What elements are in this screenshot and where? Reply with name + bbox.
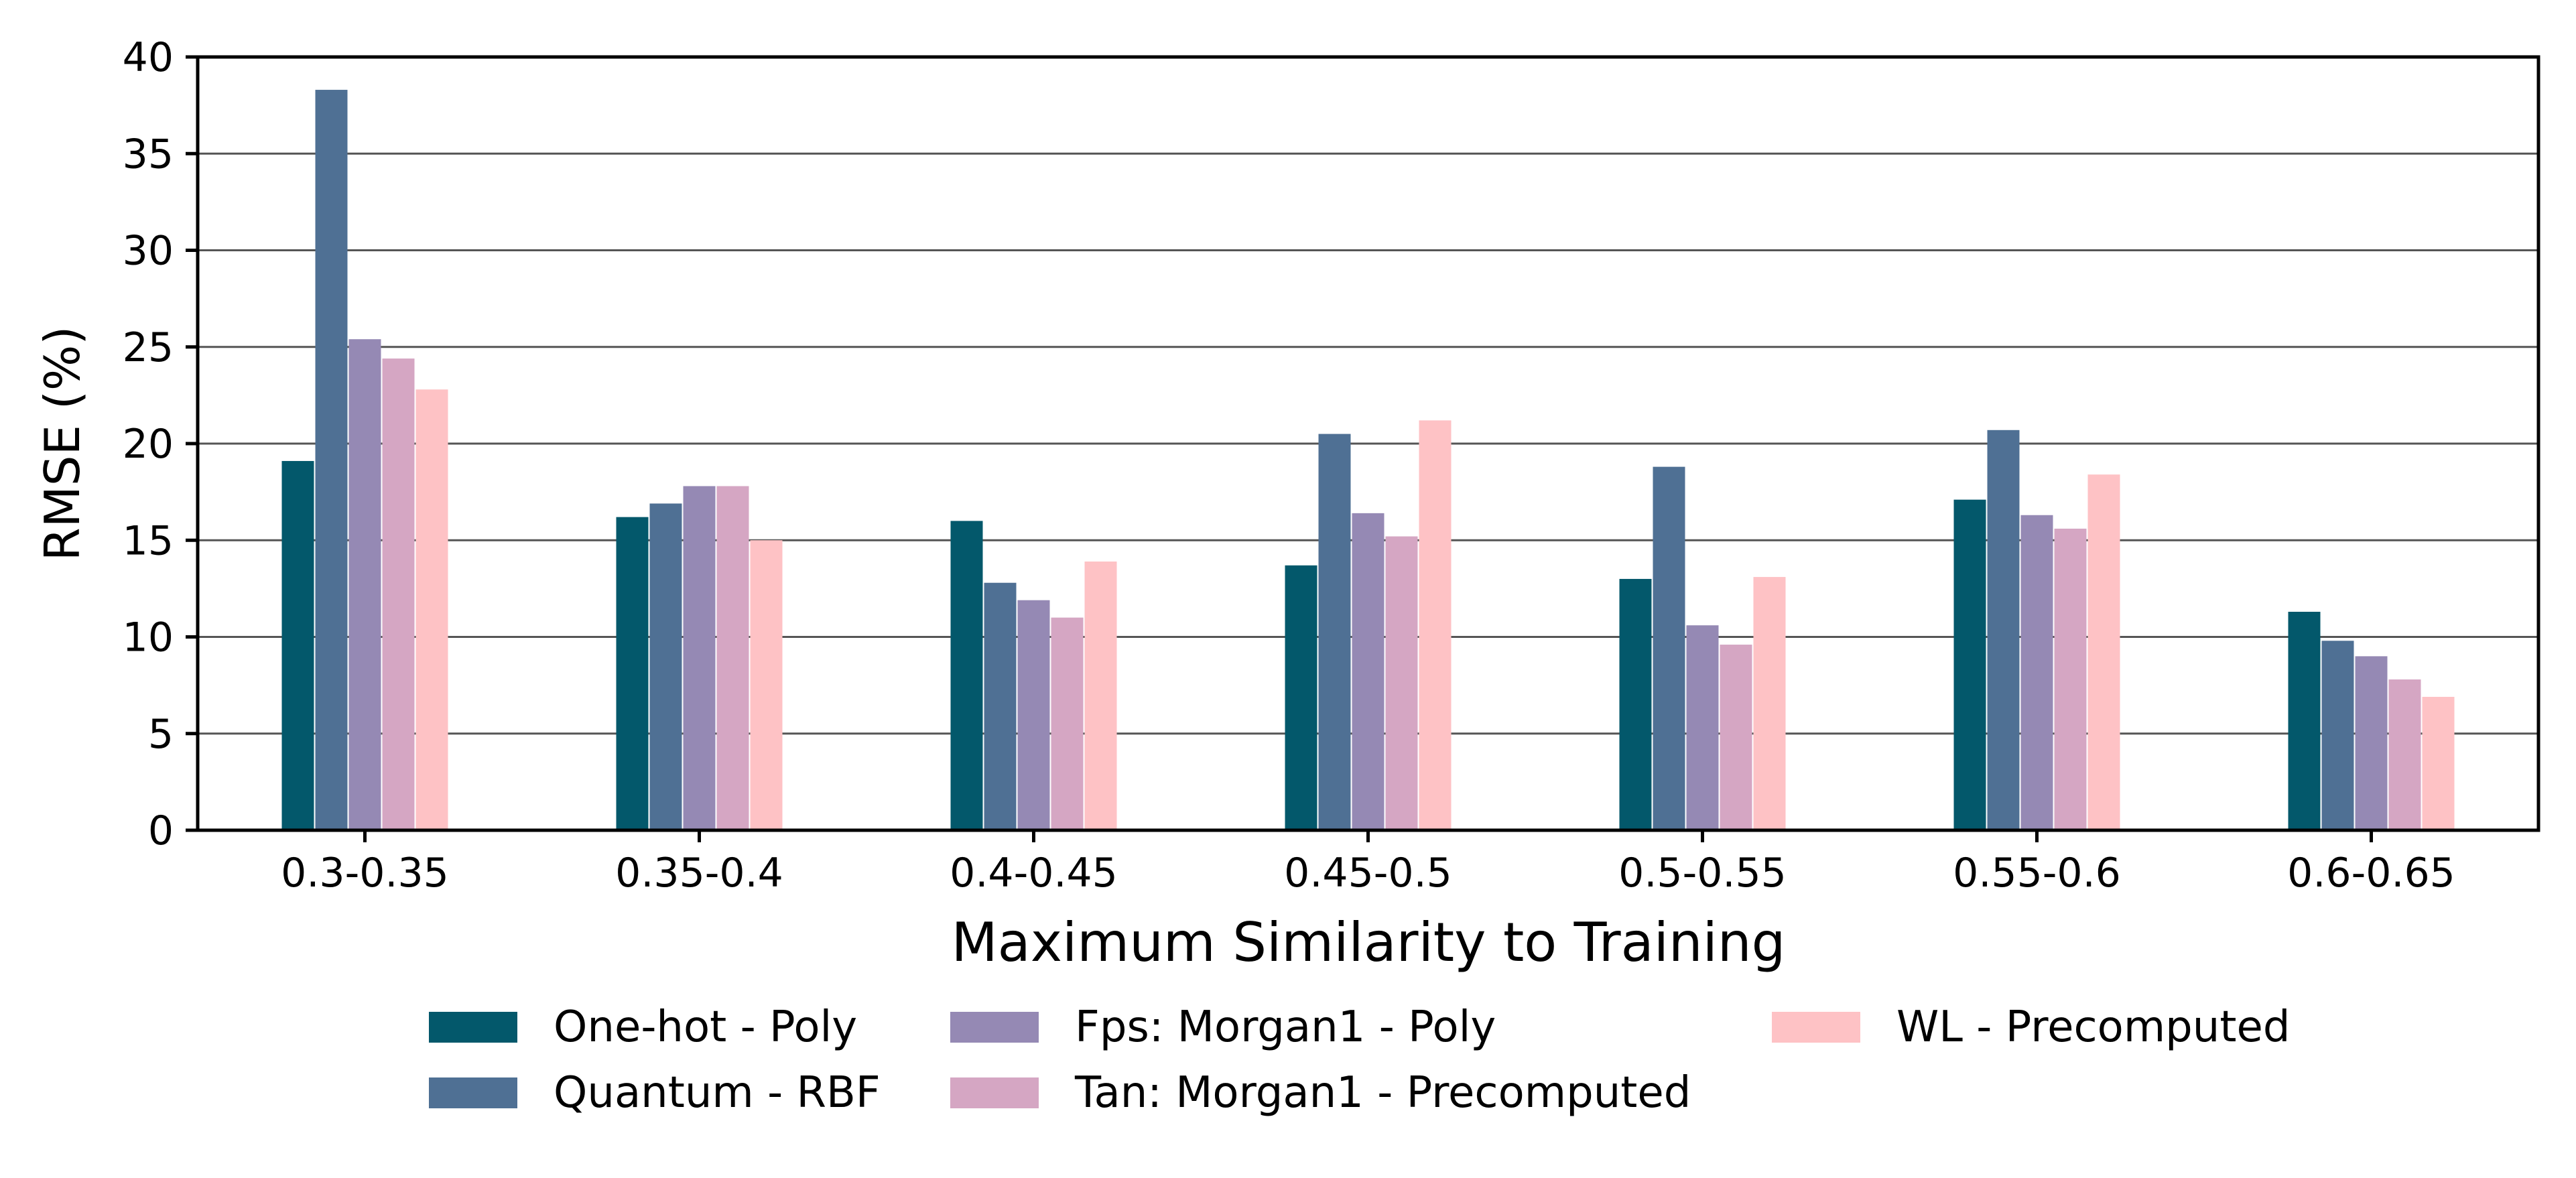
legend-swatch bbox=[950, 1012, 1039, 1043]
bar bbox=[1686, 625, 1719, 830]
legend-swatch bbox=[429, 1012, 517, 1043]
legend-swatch bbox=[950, 1077, 1039, 1108]
y-tick-label: 25 bbox=[123, 324, 174, 371]
x-tick-label: 0.4-0.45 bbox=[950, 850, 1118, 897]
bar bbox=[2087, 474, 2120, 830]
bar bbox=[281, 460, 314, 830]
bar bbox=[1017, 600, 1050, 830]
bar bbox=[1385, 536, 1418, 830]
bar bbox=[2422, 696, 2455, 830]
bar bbox=[2288, 611, 2321, 830]
y-tick-label: 10 bbox=[123, 614, 174, 661]
y-tick-label: 40 bbox=[123, 34, 174, 81]
x-tick-label: 0.45-0.5 bbox=[1284, 850, 1452, 897]
bar bbox=[2355, 656, 2388, 830]
bar bbox=[1987, 430, 2020, 830]
legend-swatch bbox=[1772, 1012, 1860, 1043]
x-tick-label: 0.6-0.65 bbox=[2287, 850, 2455, 897]
bar bbox=[984, 582, 1017, 830]
legend-swatch bbox=[429, 1077, 517, 1108]
bar bbox=[348, 339, 381, 831]
x-tick-label: 0.55-0.6 bbox=[1953, 850, 2121, 897]
bar bbox=[1753, 577, 1786, 830]
bar bbox=[1720, 645, 1752, 830]
y-axis-label: RMSE (%) bbox=[34, 326, 90, 562]
x-tick-label: 0.5-0.55 bbox=[1618, 850, 1787, 897]
x-axis-ticks: 0.3-0.35 0.35-0.4 0.4-0.45 0.45-0.5 0.5-0.55… bbox=[281, 830, 2455, 897]
bar bbox=[1285, 565, 1317, 830]
legend: One-hot - Poly Quantum - RBF Fps: Morgan1 … bbox=[429, 1002, 2290, 1118]
bar bbox=[415, 389, 448, 830]
y-tick-label: 20 bbox=[123, 421, 174, 468]
x-tick-label: 0.3-0.35 bbox=[281, 850, 449, 897]
y-tick-label: 35 bbox=[123, 131, 174, 178]
legend-label: Fps: Morgan1 - Poly bbox=[1075, 1002, 1496, 1052]
legend-label: WL - Precomputed bbox=[1896, 1002, 2290, 1052]
bar bbox=[1051, 617, 1084, 830]
bar bbox=[683, 486, 716, 830]
bar bbox=[382, 358, 415, 830]
legend-label: One-hot - Poly bbox=[554, 1002, 857, 1052]
bar bbox=[1352, 513, 1384, 830]
legend-label: Tan: Morgan1 - Precomputed bbox=[1074, 1068, 1691, 1118]
bar bbox=[1953, 499, 1986, 830]
bar bbox=[716, 486, 749, 830]
legend-label: Quantum - RBF bbox=[554, 1068, 881, 1118]
y-axis-ticks: 0 5 10 15 20 25 30 35 40 bbox=[123, 34, 198, 854]
y-tick-label: 30 bbox=[123, 228, 174, 275]
bar bbox=[2054, 528, 2087, 830]
x-axis-label: Maximum Similarity to Training bbox=[952, 911, 1786, 974]
bar bbox=[1619, 578, 1652, 830]
bar bbox=[1318, 434, 1351, 830]
bar bbox=[315, 90, 348, 830]
bar bbox=[1419, 420, 1452, 830]
bar bbox=[2020, 515, 2053, 830]
x-tick-label: 0.35-0.4 bbox=[615, 850, 783, 897]
bar bbox=[750, 540, 783, 830]
y-tick-label: 15 bbox=[123, 517, 174, 564]
bar bbox=[950, 521, 983, 830]
bar bbox=[616, 517, 649, 830]
y-tick-label: 5 bbox=[148, 711, 174, 758]
bar bbox=[2321, 641, 2354, 830]
bar bbox=[649, 503, 682, 830]
bar bbox=[1653, 466, 1685, 830]
bars bbox=[281, 90, 2455, 831]
bar bbox=[1084, 561, 1117, 830]
bar bbox=[2388, 679, 2421, 830]
y-tick-label: 0 bbox=[148, 807, 174, 854]
